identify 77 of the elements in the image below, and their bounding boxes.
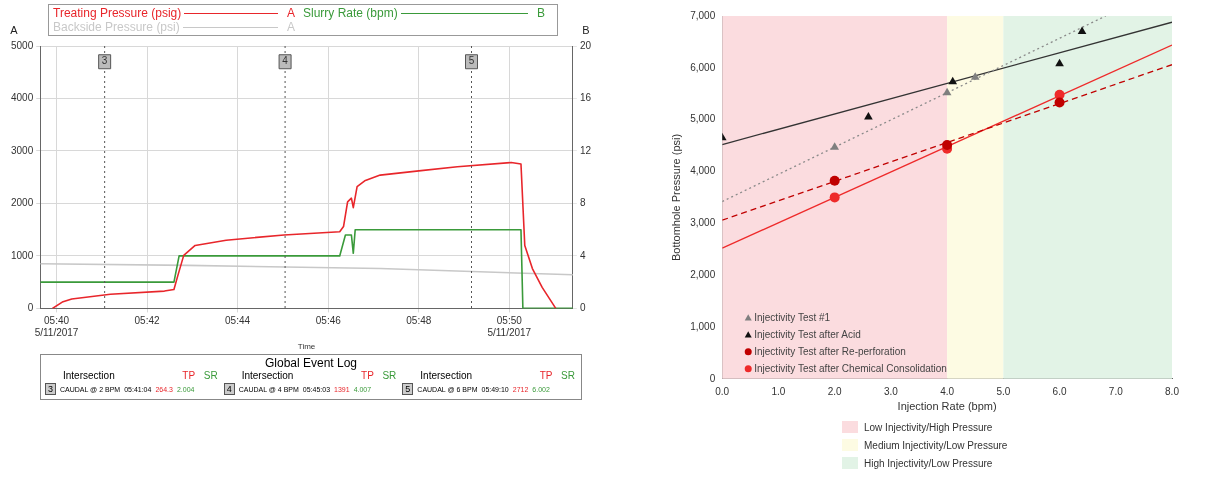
x-tick-label: 05:48 [406,315,432,327]
x-tick-label: 0.0 [715,385,730,397]
text: Global Event Log [263,356,359,370]
y-tick-label: 2000 [11,197,34,209]
x-tick-label: 2.0 [827,385,843,397]
text: TP [361,370,374,381]
y-tick-label: 6,000 [690,61,716,73]
text: A [286,6,295,20]
y-axis-title: Bottomhole Pressure (psi) [669,133,682,261]
point [1054,97,1065,108]
text: 5 [405,384,411,394]
text: Treating Pressure (psig) [53,6,182,20]
legend-label: Injectivity Test after Chemical Consolidation [754,362,947,374]
y-tick-label: 5000 [11,39,34,51]
annotation: 3 [101,55,108,67]
y-tick-label: 4,000 [690,165,716,177]
text: Slurry Rate (bpm) [303,6,398,20]
x-tick-label: 05:42 [134,315,160,327]
legend-label: Injectivity Test #1 [754,311,831,323]
x-tick-label: 8.0 [1165,385,1180,397]
point [1077,26,1087,35]
text: B [536,6,545,20]
point [948,76,958,85]
text: TP [539,370,553,381]
text: 4 [226,384,232,394]
point [970,72,980,80]
legend-label: High Injectivity/Low Pressure [864,457,993,469]
legend-label: Injectivity Test after Acid [754,328,861,340]
y-tick-label: 2,000 [690,268,716,280]
x-tick-label: 7.0 [1108,385,1124,397]
y-tick-label: 0 [27,302,34,314]
text: SR [203,370,218,381]
point [942,87,952,96]
y-tick-label: 1000 [11,249,34,261]
text: Intersection [241,370,294,381]
point [829,192,840,203]
text: A [10,23,18,36]
y2-tick-label: 4 [579,249,586,261]
y-tick-label: 0 [709,372,716,384]
y-tick-label: 4000 [11,92,34,104]
text: SR [561,370,575,381]
text: TP [182,370,195,381]
x-tick-label: 1.0 [771,385,786,397]
x-tick-label: 3.0 [883,385,899,397]
x-tick-label: 6.0 [1052,385,1067,397]
x-tick-label: 5.0 [996,385,1011,397]
x-tick-label: 05:50 5/11/2017 [487,315,532,339]
y-tick-label: 7,000 [690,9,716,21]
x-axis-title: Time [297,342,316,352]
point [829,175,840,186]
legend-label: Injectivity Test after Re-perforation [754,345,906,357]
x-tick-label: 4.0 [940,385,955,397]
point [830,142,839,150]
text: SR [382,370,397,381]
text: 3 [48,384,54,394]
point [864,112,873,120]
annotation: 5 [468,55,475,67]
legend-label: Medium Injectivity/Low Pressure [864,439,1008,451]
y-tick-label: 5,000 [690,113,716,125]
y2-tick-label: 8 [579,197,586,209]
y-tick-label: 1,000 [690,320,716,332]
y2-tick-label: 16 [579,92,592,104]
y-tick-label: 3,000 [690,217,716,229]
x-axis-title: Injection Rate (bpm) [897,400,997,413]
y-tick-label: 3000 [11,144,34,156]
annotation: 4 [282,55,289,67]
y2-tick-label: 20 [579,39,592,51]
point [1055,58,1064,67]
y2-axis-title: B [582,23,590,36]
text: Intersection [63,370,115,381]
text: Intersection [420,370,473,381]
y2-tick-label: 0 [579,302,586,314]
y2-tick-label: 12 [579,144,592,156]
legend-label: Low Injectivity/High Pressure [864,421,993,433]
x-tick-label: 05:46 [315,315,342,327]
x-tick-label: 05:44 [225,315,251,327]
x-tick-label: 05:40 5/11/2017 [34,315,79,339]
